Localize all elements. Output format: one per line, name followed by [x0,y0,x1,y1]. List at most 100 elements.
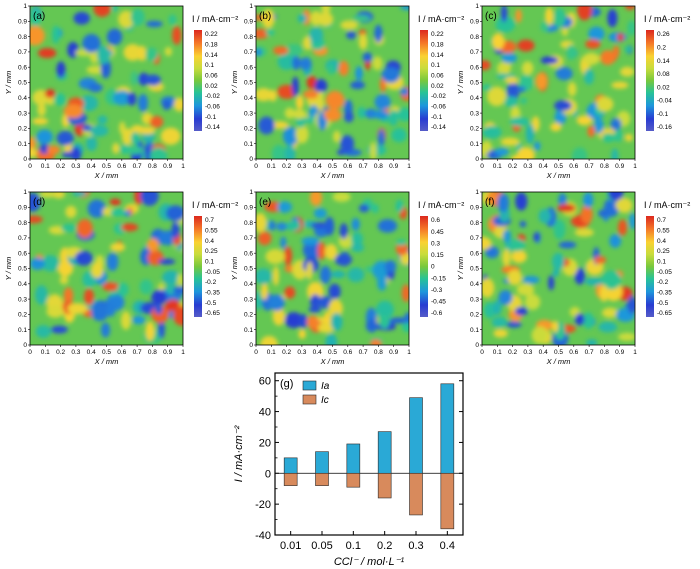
y-tick-label: 0 [475,156,479,163]
colorbar-label: I / mA·cm⁻² [418,14,464,24]
y-tick-label: 0 [249,156,253,163]
colorbar-tick: -0.06 [431,104,446,111]
y-tick-label: 0.3 [244,110,253,117]
bar-chart-g: 60 40 20 0 -20 -40 0.01 0.05 0.1 0.2 0.3 0.4 Ia Ic (g)… [233,372,464,568]
bar-ic-0.4 [440,472,455,530]
x-axis-label: X / mm [94,357,119,366]
y-tick-label: 0.1 [244,141,253,148]
y-tick-label: 0.4 [18,95,27,102]
map-field [482,6,635,159]
y-tick-label: 0.8 [244,220,253,227]
x-tick-label: 0.8 [374,163,383,170]
map-panel-d: 00 0.1 0.1 0.2 0.2 0.3 0.3 0.4 0.4 0.5 0.5 0.6 0.6 0.… [4,189,238,366]
y-axis-label: Y / mm [456,71,465,95]
panel-label: (e) [259,197,271,208]
y-tick-label: 1 [249,3,253,10]
x-tick-label: 0.3 [71,349,80,356]
colorbar-tick: 0.6 [431,217,440,224]
x-tick-label: 0.3 [297,163,306,170]
x-tick-label: 1 [633,349,637,356]
y-tick-label: 0.4 [470,281,479,288]
x-tick-label: 0.7 [585,349,594,356]
y-axis-label: Y / mm [230,257,239,281]
y-tick-label: 1 [249,189,253,196]
colorbar-tick: 0.15 [431,252,444,259]
colorbar-tick: 0.14 [657,58,670,65]
colorbar-label: I / mA·cm⁻² [644,200,690,210]
x-tick-label: 0.9 [389,163,398,170]
x-tick-label: 0.8 [600,349,609,356]
panel-label: (a) [33,11,45,22]
x-tick-label: 0.9 [389,349,398,356]
y-tick-label: 0.6 [244,64,253,71]
colorbar-tick: -0.5 [657,300,669,307]
x-tick-label: 0.5 [328,349,337,356]
bar-ic-0.1 [346,472,361,488]
y-tick-label: 0 [249,342,253,349]
colorbar [646,216,654,317]
y-tick-label: 0.1 [18,327,27,334]
y-tick-label: 0.6 [470,250,479,257]
bar-ic-0.2 [377,472,392,499]
x-tick-label: 0.4 [313,163,322,170]
colorbar-tick: 0.25 [205,248,218,255]
y-tick-label: 0.6 [18,250,27,257]
panel-label: (c) [485,11,497,22]
x-tick-label: 0.4 [440,540,455,552]
colorbar-tick: 0.26 [657,31,670,38]
x-tick-label: 0.2 [508,163,517,170]
colorbar-tick: 0.1 [205,62,214,69]
x-tick-label: 0 [254,349,258,356]
x-tick-label: 0.8 [148,349,157,356]
colorbar-tick: 0.2 [657,44,666,51]
colorbar-tick: -0.6 [431,310,443,317]
x-tick-label: 0.3 [408,540,423,552]
colorbar-label: I / mA·cm⁻² [418,200,464,210]
y-tick-label: 0.2 [244,126,253,133]
colorbar-tick: 0.08 [657,71,670,78]
y-tick-label: 0 [23,156,27,163]
y-tick-label: 0.2 [18,126,27,133]
colorbar-tick: 0.4 [657,238,666,245]
map-field [30,6,183,159]
colorbar-tick: 0.18 [205,42,218,49]
x-tick-label: 0.2 [377,540,392,552]
y-tick-label: 0.5 [18,80,27,87]
colorbar-label: I / mA·cm⁻² [644,14,690,24]
x-tick-label: 0.1 [267,349,276,356]
colorbar-tick: 0.55 [657,228,670,235]
map-field [30,192,183,345]
y-tick-label: 0.3 [470,110,479,117]
y-tick-label: 0.2 [470,126,479,133]
colorbar-tick: -0.14 [205,124,220,131]
colorbar-tick: -0.04 [657,98,672,105]
x-tick-label: 0.8 [374,349,383,356]
colorbar-tick: 0.22 [431,31,444,38]
x-tick-label: 0.7 [359,163,368,170]
colorbar-tick: 0.06 [205,73,218,80]
x-tick-label: 0.5 [554,163,563,170]
x-tick-label: 0.4 [87,349,96,356]
x-tick-label: 0.3 [297,349,306,356]
bar-ic-0.05 [315,472,329,486]
y-tick-label: 0.8 [470,34,479,41]
colorbar-tick: -0.1 [431,114,443,121]
colorbar-tick: 0.1 [205,259,214,266]
x-tick-label: 0.1 [493,163,502,170]
x-tick-label: 0.4 [313,349,322,356]
colorbar-tick: 0.14 [205,52,218,59]
colorbar-tick: 0.22 [205,31,218,38]
colorbar [420,216,428,317]
x-tick-label: 0.8 [148,163,157,170]
legend-swatch-ic [302,394,317,405]
current-density-maps: 000.10.10.20.20.30.30.40.40.50.50.60.60.… [4,3,690,366]
colorbar [646,30,654,131]
x-tick-label: 0.05 [311,540,332,552]
colorbar-tick: -0.35 [205,290,220,297]
x-tick-label: 0.5 [102,163,111,170]
colorbar [420,30,428,131]
y-tick-label: 0.8 [18,220,27,227]
bar-ia-0.3 [409,397,423,474]
colorbar-tick: -0.14 [431,124,446,131]
